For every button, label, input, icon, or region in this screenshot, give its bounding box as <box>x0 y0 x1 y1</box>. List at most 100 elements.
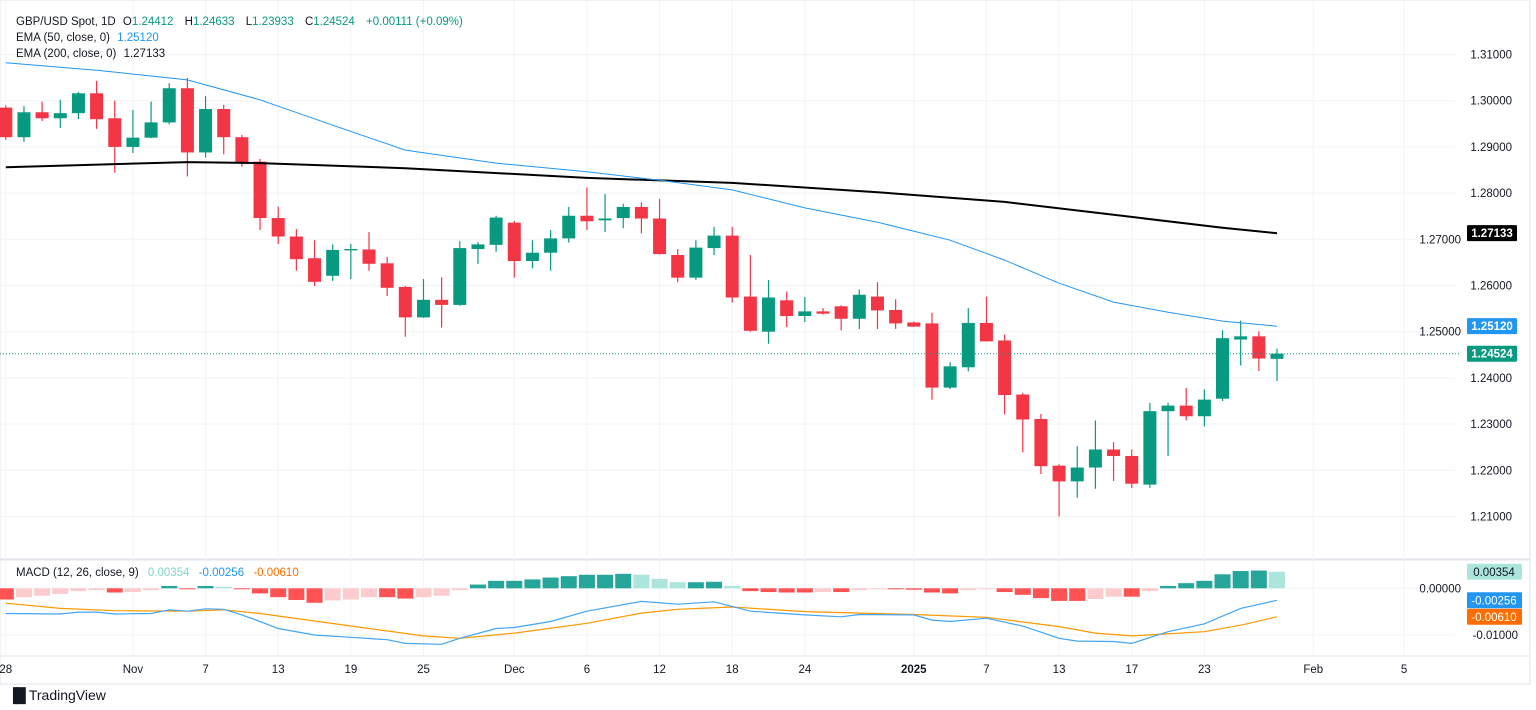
symbol-title[interactable]: GBP/USD Spot, 1D <box>16 16 116 28</box>
candle[interactable] <box>1270 348 1284 381</box>
candle[interactable] <box>398 285 412 337</box>
candle[interactable] <box>90 80 104 129</box>
candle-body <box>90 93 104 120</box>
candle-body <box>671 255 685 278</box>
candle[interactable] <box>217 104 231 155</box>
candle[interactable] <box>1070 446 1084 498</box>
candle[interactable] <box>1216 330 1230 401</box>
candle[interactable] <box>707 226 721 256</box>
candle[interactable] <box>544 230 558 271</box>
candle[interactable] <box>144 101 158 139</box>
candle[interactable] <box>870 282 884 329</box>
candle[interactable] <box>53 99 67 128</box>
candle[interactable] <box>271 206 285 244</box>
candle[interactable] <box>253 158 267 231</box>
macd-histogram-bar <box>960 588 977 591</box>
candle[interactable] <box>852 289 866 329</box>
macd-pane[interactable] <box>0 570 1285 645</box>
macd-histogram-bar <box>88 588 105 591</box>
ema50-legend[interactable]: EMA (50, close, 0) 1.25120 <box>16 30 467 46</box>
candle[interactable] <box>180 78 194 177</box>
candle[interactable] <box>362 231 376 271</box>
candle[interactable] <box>634 202 648 234</box>
candle[interactable] <box>416 279 430 318</box>
candle[interactable] <box>689 240 703 280</box>
candle[interactable] <box>289 229 303 271</box>
candle[interactable] <box>435 277 449 328</box>
ema200-line[interactable] <box>5 161 1278 235</box>
candle[interactable] <box>471 242 485 264</box>
candle[interactable] <box>162 83 176 125</box>
price-tick-label: 1.29000 <box>1470 142 1512 154</box>
time-axis[interactable]: 28 Nov 7 13 19 25 Dec 6 12 18 24 2025 7 13 17 23 Feb 5 <box>0 664 1407 676</box>
macd-legend[interactable]: MACD (12, 26, close, 9) 0.00354 -0.00256… <box>16 567 305 579</box>
candle[interactable] <box>907 321 921 328</box>
price-axis[interactable]: 1.31000 1.30000 1.29000 1.28000 1.27000 1.260… <box>1419 50 1517 524</box>
candle[interactable] <box>725 226 739 303</box>
candle[interactable] <box>1252 331 1266 371</box>
candle-body <box>144 122 158 138</box>
macd-signal-line[interactable] <box>5 602 1278 639</box>
candle[interactable] <box>671 249 685 283</box>
candle[interactable] <box>489 215 503 252</box>
candle[interactable] <box>525 240 539 269</box>
tradingview-logo[interactable]: ▐█ TradingView <box>8 687 106 703</box>
candle-body <box>1161 405 1175 412</box>
candle[interactable] <box>653 199 667 255</box>
candle[interactable] <box>1052 464 1066 517</box>
candle[interactable] <box>1016 392 1030 453</box>
candle[interactable] <box>108 100 122 173</box>
candle[interactable] <box>326 244 340 281</box>
candle[interactable] <box>762 279 776 344</box>
candle[interactable] <box>1107 442 1121 481</box>
macd-histogram-bar <box>288 588 305 600</box>
price-pane[interactable] <box>0 62 1460 517</box>
candle[interactable] <box>816 308 830 315</box>
candle[interactable] <box>1179 388 1193 421</box>
ema200-legend[interactable]: EMA (200, close, 0) 1.27133 <box>16 46 467 62</box>
candle[interactable] <box>743 255 757 332</box>
macd-histogram-bar <box>397 588 414 599</box>
macd-axis[interactable]: 0.00000 -0.01000 0.00354 -0.00256 -0.00610 <box>1419 563 1522 642</box>
macd-histogram-bar <box>1032 588 1049 599</box>
candle[interactable] <box>71 91 85 120</box>
candle[interactable] <box>998 334 1012 415</box>
candle[interactable] <box>616 203 630 229</box>
candle[interactable] <box>1234 320 1248 366</box>
candle[interactable] <box>1197 389 1211 427</box>
candle[interactable] <box>453 241 467 306</box>
candle[interactable] <box>979 296 993 342</box>
candle[interactable] <box>1125 449 1139 488</box>
macd-line[interactable] <box>5 599 1278 645</box>
candle[interactable] <box>308 240 322 286</box>
ema50-line[interactable] <box>5 62 1278 327</box>
candle[interactable] <box>961 308 975 372</box>
candle[interactable] <box>507 220 521 278</box>
candle[interactable] <box>35 101 49 122</box>
candle[interactable] <box>1161 402 1175 456</box>
candle[interactable] <box>380 256 394 297</box>
candle-body <box>1179 405 1193 417</box>
candle[interactable] <box>1143 402 1157 488</box>
candle[interactable] <box>17 106 31 142</box>
candle-body <box>199 109 213 153</box>
candle[interactable] <box>580 187 594 231</box>
candle[interactable] <box>1088 420 1102 489</box>
candle[interactable] <box>199 96 213 158</box>
candle[interactable] <box>889 299 903 329</box>
candle[interactable] <box>235 134 249 167</box>
candle[interactable] <box>943 362 957 389</box>
candle[interactable] <box>598 194 612 232</box>
candle[interactable] <box>834 305 848 331</box>
candle-body <box>1143 411 1157 485</box>
candle[interactable] <box>1034 413 1048 474</box>
candle[interactable] <box>126 109 140 153</box>
candle[interactable] <box>562 206 576 243</box>
candle[interactable] <box>0 105 13 140</box>
macd-histogram-bar <box>52 588 69 594</box>
candle[interactable] <box>925 312 939 400</box>
candle[interactable] <box>798 297 812 322</box>
candle[interactable] <box>780 291 794 328</box>
candle[interactable] <box>344 243 358 280</box>
